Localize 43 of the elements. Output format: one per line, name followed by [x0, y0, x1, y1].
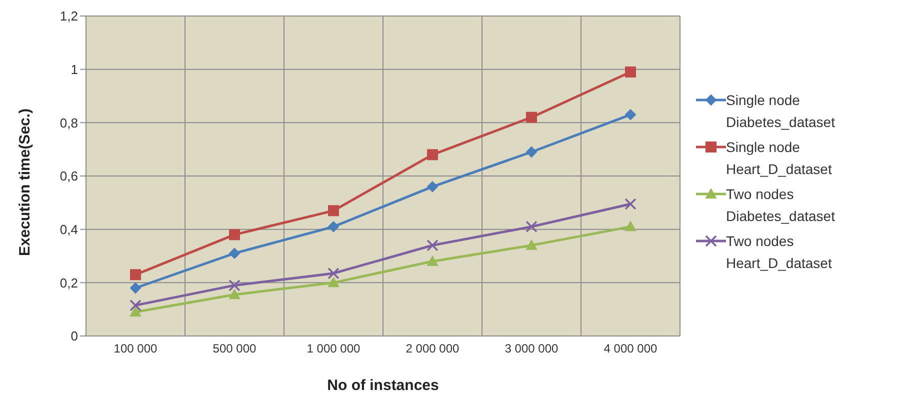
point [625, 221, 636, 232]
point [229, 229, 240, 240]
point [130, 282, 141, 294]
y-tick-label: 1 [70, 62, 78, 77]
point [427, 149, 438, 160]
y-tick-label: 0 [70, 328, 78, 344]
y-tick-label: 0,4 [60, 222, 78, 237]
legend-label: Two nodes Diabetes_dataset [726, 185, 836, 226]
legend-label: Single node Heart_D_dataset [726, 138, 833, 179]
point [328, 205, 339, 216]
point [526, 240, 537, 250]
legend-label: Two nodes Heart_D_dataset [726, 232, 833, 273]
point [130, 269, 141, 280]
point [526, 220, 538, 233]
y-tick-label: 0,6 [60, 168, 78, 184]
x-tick-label: 1 000 000 [306, 342, 361, 356]
point [229, 289, 240, 300]
x-tick-label: 4 000 000 [604, 342, 658, 356]
point [228, 279, 240, 292]
y-axis-title: Execution time(Sec.) [16, 108, 34, 256]
point [229, 248, 240, 259]
legend-label: Single node Diabetes_dataset [726, 91, 836, 132]
point [526, 112, 537, 123]
y-tick-label: 1,2 [60, 8, 78, 24]
point [625, 66, 636, 78]
point [130, 306, 141, 316]
x-tick-label: 2 000 000 [406, 342, 460, 356]
point [427, 256, 438, 266]
point [624, 198, 636, 210]
x-axis-title: No of instances [327, 377, 439, 394]
y-tick-label: 0,8 [60, 115, 78, 130]
point [130, 299, 142, 312]
x-tick-label: 3 000 000 [504, 342, 559, 356]
x-tick-label: 500 000 [212, 342, 257, 356]
point [328, 277, 339, 288]
point [426, 239, 438, 252]
point [427, 181, 438, 192]
point [526, 146, 537, 158]
point [328, 221, 339, 232]
point [328, 267, 340, 280]
point [625, 109, 636, 120]
x-tick-label: 100 000 [114, 342, 158, 356]
y-tick-label: 0,2 [60, 275, 78, 290]
